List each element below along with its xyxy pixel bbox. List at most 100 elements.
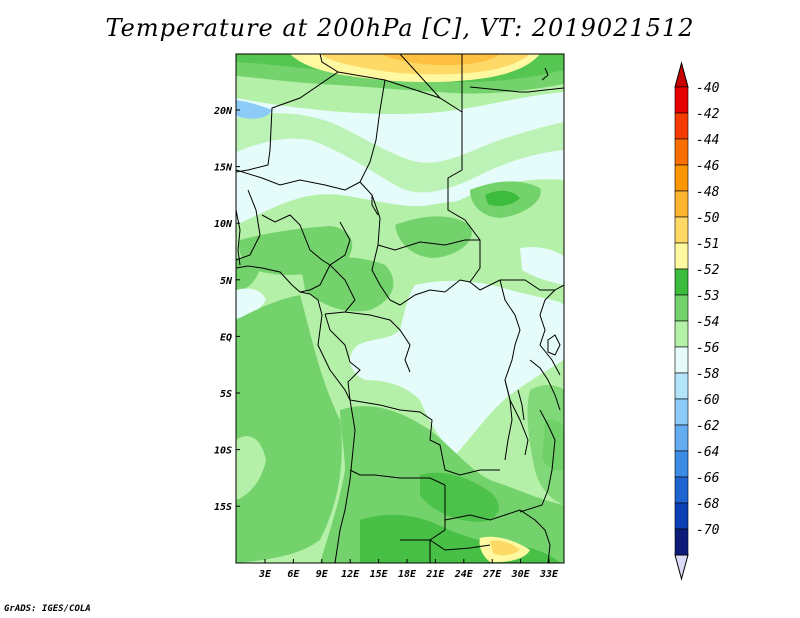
lat-tick-label: 15N [214,163,233,174]
colorbar-label: -46 [696,159,720,174]
border-cameroon-gabon [324,264,356,315]
coast-red-sea-north [541,67,549,81]
colorbar-top-triangle [674,61,689,88]
colorbar-label: -44 [696,133,719,148]
field-chad-green [395,216,472,258]
border-kenya-tanzania [529,359,561,411]
field-south-deep-yellow [490,540,520,556]
border-zambia-zimbabwe [444,509,521,521]
colorbar-swatch [674,242,689,270]
lon-tick-label: 24E [454,569,474,580]
border-namibia-botswana [429,485,446,563]
lon-tick-label: 30E [511,569,531,580]
colorbar-label: -56 [696,341,720,356]
lon-tick-label: 27E [482,569,502,580]
colorbar-swatch [674,112,689,140]
colorbar-label: -53 [696,289,719,304]
colorbar-swatch [674,216,689,244]
field-atlantic-lighter [236,436,266,500]
border-kenya-somalia [539,289,561,376]
lon-tick-label: 3E [258,569,272,580]
lake-tanganyika [504,379,513,461]
map-title: Temperature at 200hPa [C], VT: 201902151… [105,14,695,42]
border-angola-drc [349,399,500,476]
colorbar-swatch [674,424,689,452]
colorbar-swatch [674,528,689,556]
lat-tick-label: 10N [214,219,233,230]
border-algeria-libya [337,71,463,113]
colorbar-swatch [674,398,689,426]
colorbar-bottom-triangle [674,554,689,581]
coast-atlantic [309,293,356,563]
colorbar-swatch [674,86,689,114]
border-gabon-congo [324,313,361,401]
field-congo-cyan [349,280,564,455]
colorbar-label: -52 [696,263,720,278]
border-algeria-west [236,54,339,173]
border-egypt-sudan-2 [469,86,528,93]
field-sudan-dark-green [485,190,520,206]
colorbar-label: -60 [696,393,720,408]
borders [236,54,564,563]
colorbar-swatch [674,346,689,374]
colorbar-swatch [674,320,689,348]
border-congo-drc [344,311,411,373]
coast-west-africa [236,265,311,295]
lake-chad [371,195,379,216]
field-sahara-green-tongue [236,113,564,193]
field-atlantic-green [236,295,342,563]
colorbar-swatch [674,502,689,530]
longitude-ticks: 3E 6E 9E 12E 15E 18E 21E 24E 27E 30E 33E [258,559,559,580]
border-mozambique [519,509,551,563]
lat-tick-label: EQ [220,332,232,343]
lon-tick-label: 33E [539,569,559,580]
field-nw-blue [236,100,272,119]
border-niger-chad [359,79,386,246]
colorbar-label: -51 [696,237,719,252]
colorbar-label: -64 [696,445,719,460]
border-west-africa-1 [236,189,261,261]
field-ethiopia-cyan [520,247,564,285]
colorbar-swatch [674,476,689,504]
border-car-south [371,244,471,306]
field-zambia-dark-green [420,472,499,522]
colorbar-label: -58 [696,367,720,382]
colorbar-swatch [674,294,689,322]
lon-tick-label: 6E [287,569,300,580]
lat-tick-label: 5S [220,389,232,400]
colorbar-label: -70 [696,523,720,538]
colorbar-label: -48 [696,185,720,200]
lon-tick-label: 12E [341,569,360,580]
lon-tick-label: 18E [398,569,417,580]
lon-tick-label: 9E [316,569,329,580]
colorbar-label: -66 [696,471,720,486]
border-mali-niger [236,169,361,191]
field-east-green [527,385,564,505]
field-top-orange [380,54,500,66]
lat-tick-label: 10S [214,446,232,457]
colorbar-swatch [674,450,689,478]
credit-text: GrADS: IGES/COLA [4,604,91,614]
lake-victoria [547,334,561,356]
colorbar-label: -50 [696,211,720,226]
lat-tick-label: 15S [214,502,232,513]
lon-tick-label: 15E [370,569,389,580]
colorbar-label: -42 [696,107,720,122]
field-gulf-cyan [236,288,266,318]
border-libya-west [399,54,441,99]
colorbar-swatch [674,268,689,296]
border-sudan [447,112,564,291]
lat-tick-label: 20N [213,106,233,117]
border-south-africa [400,539,491,551]
latitude-ticks: 20N 15N 10N 5N EQ 5S 10S 15S [213,106,240,513]
border-nigeria-north [261,214,331,266]
border-drc-east [499,279,521,381]
colorbar-swatch [674,138,689,166]
colorbar-label: -54 [696,315,719,330]
map-field [236,54,564,563]
colorbar-swatch [674,372,689,400]
colorbar-label: -68 [696,497,720,512]
lat-tick-label: 5N [220,276,233,287]
map-frame [235,53,565,564]
